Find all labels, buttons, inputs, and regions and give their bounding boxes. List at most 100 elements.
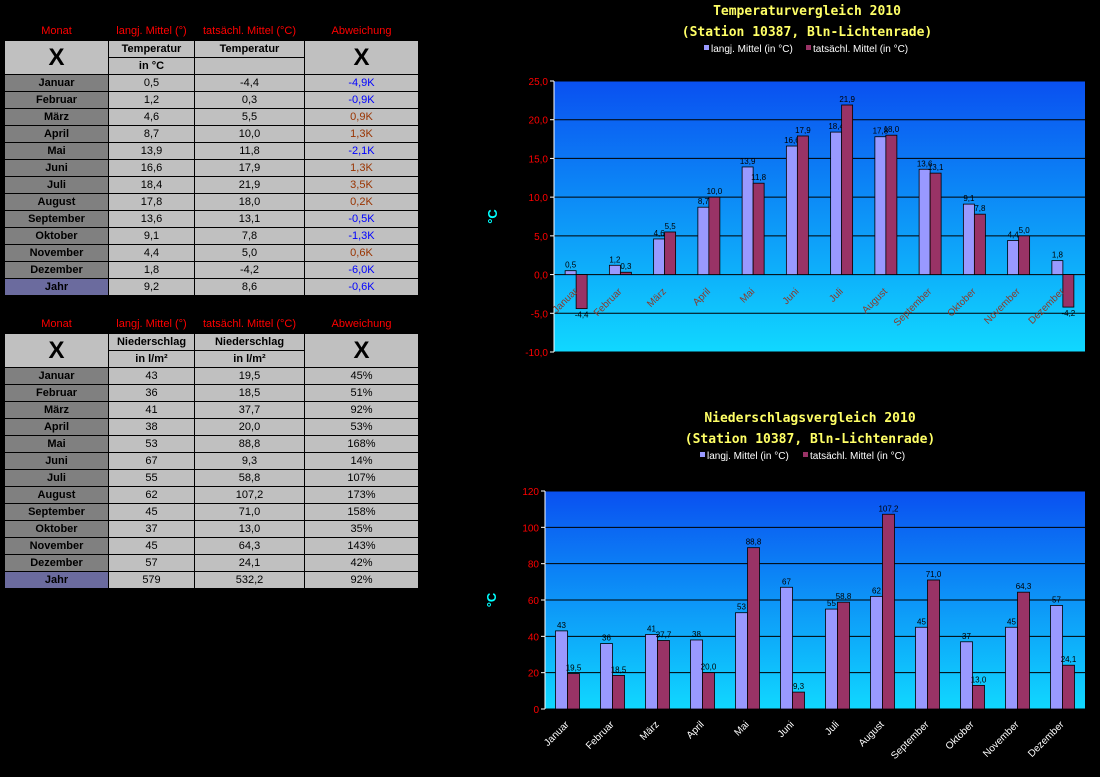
y-tick-label: 80 [528,560,540,571]
deviation-cell: -1,3K [304,227,419,245]
bar-long-term [608,264,621,275]
data-label-long-term: 55 [827,599,836,608]
legend-swatch-long-term [700,452,705,457]
header-actual-mean: tatsächl. Mittel (°C) [194,313,305,334]
long-term-mean-cell: 62 [108,486,195,504]
data-label-long-term: 0,5 [565,261,577,270]
data-label-long-term: 18,4 [828,122,844,131]
data-label-actual: -4,4 [575,311,589,320]
legend-swatch-long-term [704,45,709,50]
table-row: April 38 20,0 53% [4,418,419,436]
data-label-long-term: 45 [917,617,926,626]
temperature-table: Monat langj. Mittel (°) tatsächl. Mittel… [4,20,419,296]
deviation-cell: 35% [304,520,419,538]
table-row: September 13,6 13,1 -0,5K [4,210,419,228]
deviation-cell: 45% [304,367,419,385]
long-term-mean-cell: 1,8 [108,261,195,279]
actual-mean-cell: 532,2 [194,571,305,589]
actual-mean-cell: 24,1 [194,554,305,572]
month-cell: Jahr [4,278,109,296]
long-term-mean-cell: 38 [108,418,195,436]
x-tick-label: August [857,719,887,749]
data-label-long-term: 16,6 [784,136,800,145]
table-row: Oktober 37 13,0 35% [4,520,419,538]
data-label-actual: 21,9 [839,95,855,104]
month-cell: Oktober [4,520,109,538]
x-mark-left: X [4,333,109,368]
data-label-long-term: 4,4 [1008,231,1020,240]
bar-long-term [870,595,883,710]
year-row: Jahr 579 532,2 92% [4,571,419,589]
bar-actual [882,513,895,710]
bar-actual [664,231,677,275]
deviation-cell: 42% [304,554,419,572]
precipitation-table: Monat langj. Mittel (°) tatsächl. Mittel… [4,313,419,589]
long-term-mean-cell: 13,6 [108,210,195,228]
bar-actual [973,213,986,275]
data-label-actual: 17,9 [795,126,811,135]
y-axis-label: °C [484,592,499,607]
bar-actual [567,673,580,710]
data-label-actual: 5,5 [665,222,677,231]
month-cell: Februar [4,384,109,402]
x-tick-label: April [685,719,707,741]
data-label-long-term: 9,1 [963,194,975,203]
legend-swatch-actual [803,452,808,457]
long-term-mean-cell: 4,4 [108,244,195,262]
legend-label-long-term: langj. Mittel (in °C) [707,451,789,462]
table-row: Oktober 9,1 7,8 -1,3K [4,227,419,245]
temperature-table-body: Januar 0,5 -4,4 -4,9K Februar 1,2 0,3 -0,9K März… [4,74,419,296]
month-cell: April [4,418,109,436]
table-row: August 62 107,2 173% [4,486,419,504]
actual-mean-cell: 37,7 [194,401,305,419]
subheader-mean-unit: in °C [108,57,195,75]
table-row: März 41 37,7 92% [4,401,419,419]
subheader-actual-top: Temperatur [194,40,305,58]
long-term-mean-cell: 45 [108,537,195,555]
long-term-mean-cell: 9,2 [108,278,195,296]
bar-long-term [915,626,928,710]
data-label-long-term: 17,8 [873,127,889,136]
bar-actual [837,601,850,710]
data-label-actual: 58,8 [836,592,852,601]
data-label-actual: 0,3 [620,262,632,271]
month-cell: Januar [4,367,109,385]
data-label-actual: 11,8 [751,173,767,182]
data-label-long-term: 1,8 [1052,251,1064,260]
data-label-actual: 18,0 [884,125,900,134]
data-label-actual: 37,7 [656,631,672,640]
data-label-actual: 107,2 [878,504,899,513]
month-cell: Juli [4,176,109,194]
chart-title: Temperaturvergleich 2010 [713,4,901,19]
data-label-actual: 9,3 [793,682,805,691]
bar-long-term [645,634,658,710]
data-label-actual: 10,0 [707,187,723,196]
bar-long-term [555,630,568,710]
data-label-long-term: 13,6 [917,159,933,168]
bar-long-term [600,643,613,710]
bar-actual [972,684,985,710]
data-label-long-term: 43 [557,621,566,630]
actual-mean-cell: 17,9 [194,159,305,177]
bar-actual [747,547,760,710]
data-label-long-term: 38 [692,630,701,639]
long-term-mean-cell: 0,5 [108,74,195,92]
subheader-mean-unit: in l/m² [108,350,195,368]
deviation-cell: 158% [304,503,419,521]
y-tick-label: 100 [522,523,539,534]
bar-long-term [690,639,703,710]
y-tick-label: 5,0 [534,232,548,243]
month-cell: Dezember [4,261,109,279]
data-label-long-term: 62 [872,586,881,595]
y-tick-label: 15,0 [529,154,549,165]
deviation-cell: -4,9K [304,74,419,92]
header-actual-mean: tatsächl. Mittel (°C) [194,20,305,41]
table-row: Dezember 57 24,1 42% [4,554,419,572]
data-label-long-term: 8,7 [698,197,710,206]
x-tick-label: Mai [732,719,751,738]
x-tick-label: November [981,719,1022,760]
table-subheader-row: X Temperatur Temperatur X [4,40,419,75]
month-cell: August [4,486,109,504]
long-term-mean-cell: 41 [108,401,195,419]
data-label-actual: 24,1 [1061,655,1077,664]
